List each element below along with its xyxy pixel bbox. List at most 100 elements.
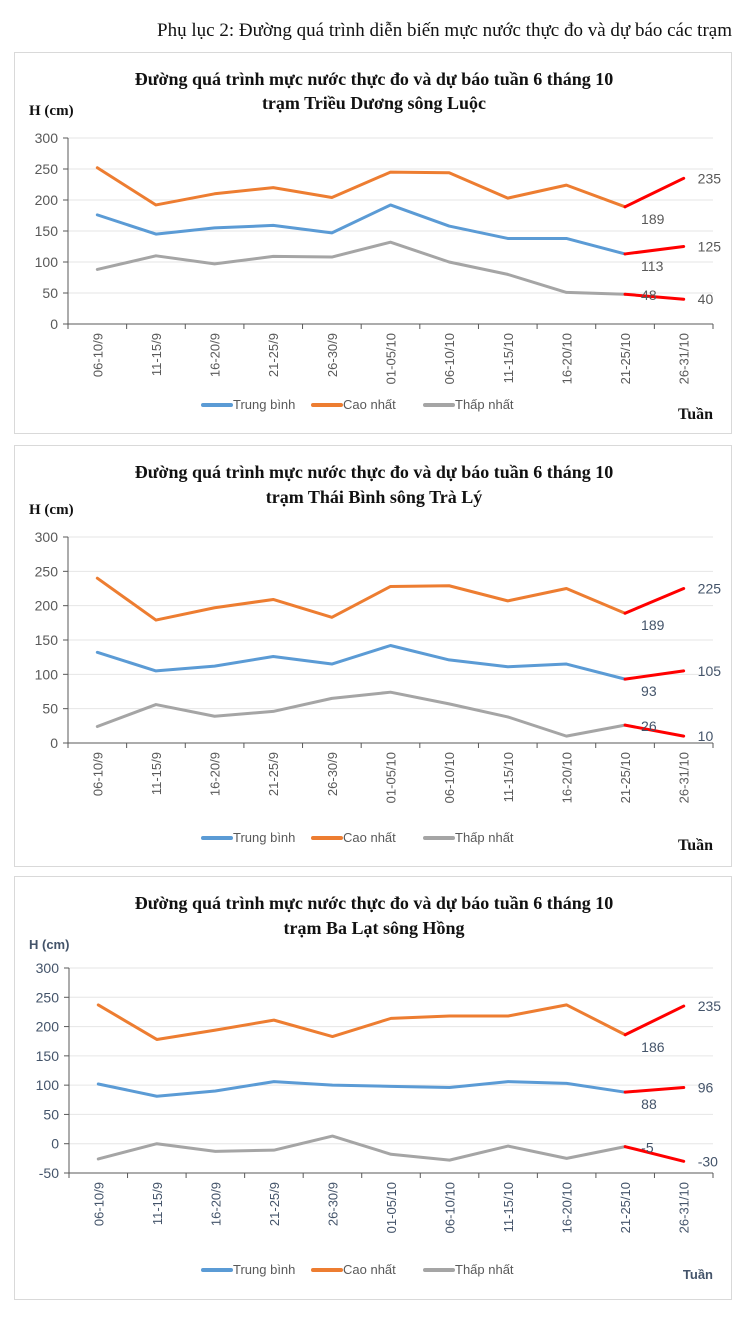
forecast-line-thap-nhat [623,292,686,301]
y-axis-label: H (cm) [29,937,69,952]
chart-panel-trieu-duong: Đường quá trình mực nước thực đo và dự b… [14,52,732,434]
y-tick-label: 200 [35,192,59,208]
y-tick-label: 250 [35,563,59,579]
data-label-forecast: 235 [698,170,722,186]
chart-title-line1: Đường quá trình mực nước thực đo và dự b… [135,462,614,482]
data-label-current: 48 [641,287,657,303]
data-label-forecast: 125 [698,239,722,255]
series-line-trung-binh [96,1080,627,1098]
y-axis-label: H (cm) [29,502,74,518]
x-tick-label: 26-31/10 [677,1182,692,1233]
legend-label: Trung bình [233,830,295,845]
y-tick-label: 100 [36,1077,60,1093]
x-tick-label: 06-10/9 [90,752,105,796]
page-title: Phụ lục 2: Đường quá trình diễn biến mực… [157,20,732,41]
y-tick-label: 150 [35,223,59,239]
x-tick-label: 16-20/9 [208,1182,223,1226]
legend-label: Thấp nhất [455,830,514,845]
x-tick-label: 21-25/9 [266,333,281,377]
x-tick-label: 11-15/9 [149,333,164,376]
x-axis-label: Tuần [678,406,713,423]
x-tick-label: 11-15/10 [501,752,516,802]
data-label-current: 26 [641,718,657,734]
y-tick-label: 150 [35,632,59,648]
legend-label: Thấp nhất [455,1262,514,1277]
y-tick-label: -50 [39,1165,59,1181]
y-tick-label: 100 [35,254,59,270]
x-tick-label: 21-25/10 [618,752,633,803]
data-label-forecast: 105 [698,663,722,679]
x-tick-label: 11-15/10 [501,1182,516,1232]
x-tick-label: 16-20/9 [208,752,223,796]
y-tick-label: 300 [35,529,59,545]
x-tick-label: 16-20/10 [560,1182,575,1233]
y-tick-label: 250 [36,989,60,1005]
chart-title-line2: trạm Triều Dương sông Luộc [262,93,486,113]
data-label-forecast: 10 [698,728,714,744]
y-tick-label: 300 [35,130,59,146]
x-tick-label: 26-30/9 [325,333,340,377]
series-line-trung-binh [95,643,627,681]
x-axis-label: Tuần [678,837,713,854]
x-tick-label: 11-15/9 [149,752,164,795]
y-tick-label: 0 [50,316,58,332]
y-tick-label: 0 [51,1136,59,1152]
y-tick-label: 300 [36,960,60,976]
y-tick-label: 200 [35,598,59,614]
y-axis-label: H (cm) [29,103,74,119]
data-label-current: 186 [641,1039,665,1055]
data-label-current: -5 [641,1140,654,1156]
chart-panel-thai-binh: Đường quá trình mực nước thực đo và dự b… [14,445,732,867]
forecast-line-thap-nhat [623,723,686,738]
y-tick-label: 50 [42,701,58,717]
series-line-trung-binh [95,203,627,256]
data-label-forecast: 96 [698,1079,714,1095]
data-label-current: 113 [641,258,664,274]
y-tick-label: 100 [35,666,59,682]
x-tick-label: 06-10/9 [91,1182,106,1226]
y-tick-label: 0 [50,735,58,751]
data-label-current: 189 [641,211,665,227]
data-label-current: 189 [641,617,665,633]
data-label-forecast: 235 [698,998,722,1014]
x-tick-label: 01-05/10 [384,333,399,384]
series-line-cao-nhat [95,576,627,622]
x-tick-label: 06-10/10 [443,1182,458,1233]
x-tick-label: 26-30/9 [325,752,340,796]
chart-title-line1: Đường quá trình mực nước thực đo và dự b… [135,893,614,913]
legend-label: Cao nhất [343,397,396,412]
x-tick-label: 11-15/10 [501,333,516,383]
x-tick-label: 21-25/10 [618,333,633,384]
legend-label: Thấp nhất [455,397,514,412]
x-tick-label: 01-05/10 [384,752,399,803]
data-label-forecast: -30 [698,1153,718,1169]
x-tick-label: 21-25/10 [618,1182,633,1233]
line-chart-ba-lat: Đường quá trình mực nước thực đo và dự b… [29,893,722,1282]
data-label-forecast: 40 [698,291,714,307]
forecast-line-trung-binh [623,1085,686,1094]
forecast-line-cao-nhat [623,1004,686,1037]
chart-title-line1: Đường quá trình mực nước thực đo và dự b… [135,69,614,89]
y-tick-label: 150 [36,1048,60,1064]
data-label-current: 93 [641,683,657,699]
x-tick-label: 16-20/10 [559,333,574,384]
series-line-cao-nhat [95,166,627,209]
data-label-current: 88 [641,1096,657,1112]
x-tick-label: 26-31/10 [677,752,692,803]
line-chart-thai-binh: Đường quá trình mực nước thực đo và dự b… [29,462,722,854]
y-tick-label: 50 [42,285,58,301]
x-axis-label: Tuần [683,1267,713,1282]
y-tick-label: 200 [36,1019,60,1035]
chart-title-line2: trạm Ba Lạt sông Hồng [283,918,464,938]
x-tick-label: 16-20/10 [559,752,574,803]
series-line-cao-nhat [96,1003,627,1041]
forecast-line-cao-nhat [623,587,686,615]
chart-panel-ba-lat: Đường quá trình mực nước thực đo và dự b… [14,876,732,1300]
forecast-line-thap-nhat [623,1145,686,1163]
line-chart-trieu-duong: Đường quá trình mực nước thực đo và dự b… [29,69,722,423]
x-tick-label: 16-20/9 [208,333,223,377]
x-tick-label: 01-05/10 [384,1182,399,1233]
legend-label: Cao nhất [343,1262,396,1277]
legend-label: Trung bình [233,1262,295,1277]
x-tick-label: 06-10/10 [442,752,457,803]
